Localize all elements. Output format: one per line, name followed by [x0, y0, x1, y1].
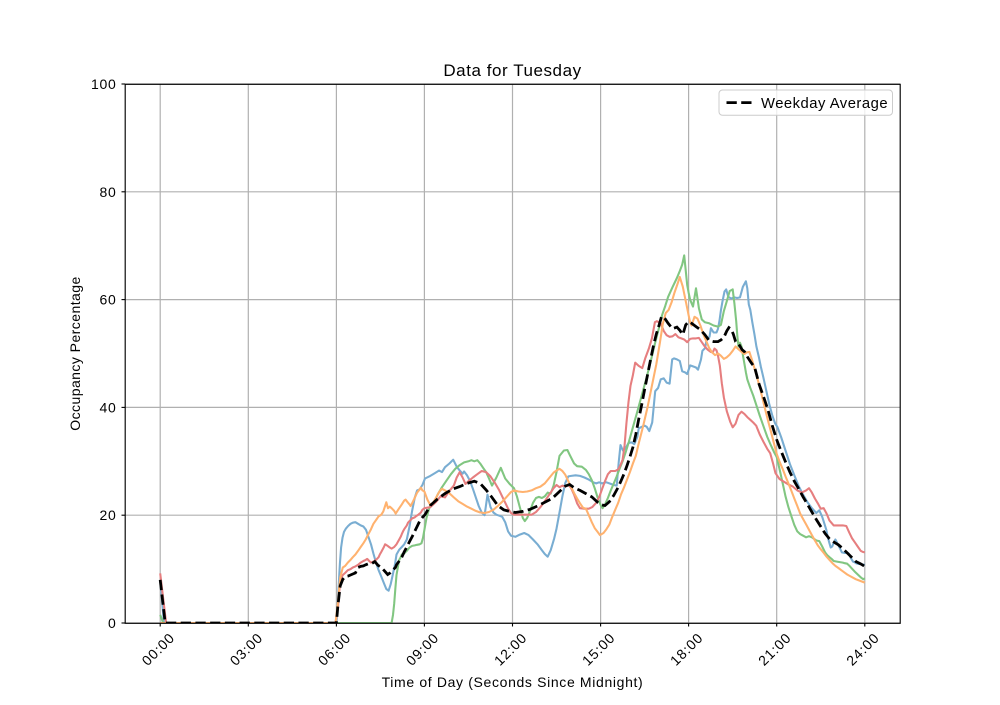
svg-text:60: 60	[100, 292, 117, 308]
svg-text:80: 80	[100, 184, 117, 200]
svg-text:40: 40	[100, 399, 117, 415]
svg-text:Occupancy Percentage: Occupancy Percentage	[67, 276, 83, 431]
svg-text:Weekday Average: Weekday Average	[761, 96, 888, 112]
svg-text:20: 20	[100, 507, 117, 523]
svg-text:Data for Tuesday: Data for Tuesday	[443, 61, 581, 80]
svg-text:Time of Day (Seconds Since Mid: Time of Day (Seconds Since Midnight)	[382, 674, 644, 690]
svg-text:0: 0	[108, 615, 117, 631]
svg-text:100: 100	[91, 76, 116, 92]
